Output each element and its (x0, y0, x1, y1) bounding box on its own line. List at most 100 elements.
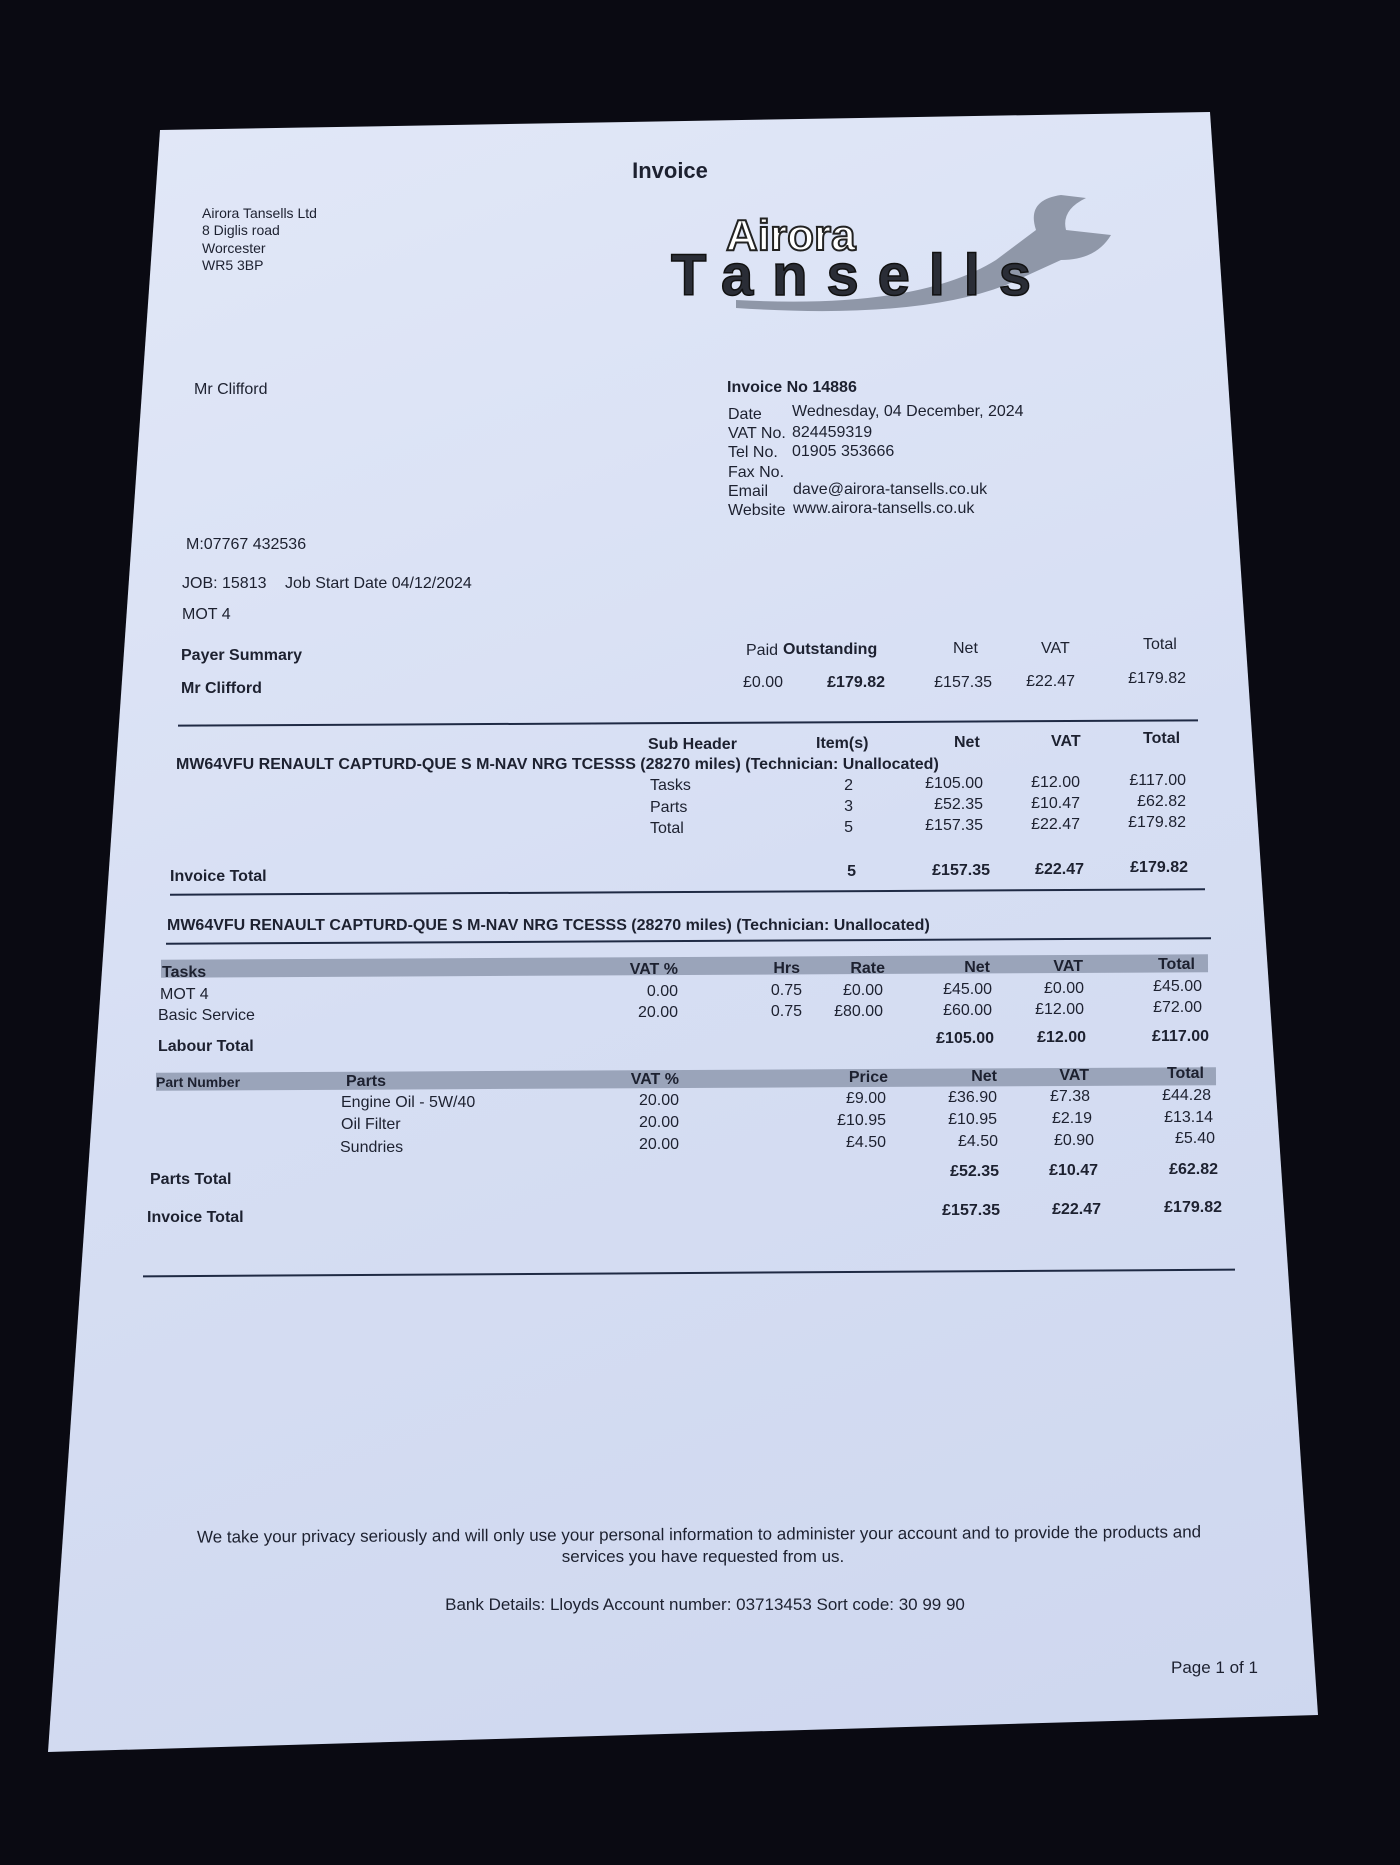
cell: 20.00 (638, 1114, 679, 1131)
cell: 0.75 (770, 982, 802, 999)
col-header: Rate (850, 960, 885, 977)
customer-name: Mr Clifford (194, 381, 268, 398)
cell: £22.47 (1035, 861, 1084, 878)
row-label: Total (650, 820, 684, 837)
cell: £45.00 (1153, 978, 1202, 995)
detail-label: Website (728, 502, 786, 519)
detail-value: Wednesday, 04 December, 2024 (792, 403, 1024, 420)
col-header: VAT % (630, 1071, 679, 1088)
payer-name: Mr Clifford (181, 680, 262, 697)
total-value: £179.82 (1128, 670, 1186, 687)
cell: £22.47 (1031, 816, 1080, 833)
cell: £10.95 (948, 1111, 997, 1128)
cell: £2.19 (1051, 1110, 1092, 1127)
document-title: Invoice (632, 158, 708, 183)
cell: £157.35 (925, 817, 983, 834)
cell: 5 (844, 819, 853, 836)
customer-mobile: M:07767 432536 (186, 536, 307, 553)
row-label: Labour Total (158, 1038, 254, 1055)
col-header: Tasks (162, 964, 207, 981)
address-line: WR5 3BP (202, 257, 264, 273)
col-header: Net (953, 640, 978, 657)
cell: 20.00 (638, 1136, 679, 1153)
cell: £105.00 (936, 1030, 994, 1047)
cell: £4.50 (845, 1134, 886, 1151)
address-line: Airora Tansells Ltd (202, 205, 317, 221)
detail-value: dave@airora-tansells.co.uk (793, 481, 988, 498)
bank-details: Bank Details: Lloyds Account number: 037… (445, 1595, 965, 1614)
cell: £22.47 (1052, 1201, 1101, 1218)
col-header: VAT (1053, 958, 1083, 975)
col-header: Net (964, 959, 990, 976)
cell: £12.00 (1031, 774, 1080, 791)
job-number: JOB: 15813 (182, 575, 267, 592)
cell: £10.47 (1049, 1162, 1098, 1179)
col-header: VAT (1041, 640, 1070, 657)
detail-label: Email (728, 483, 769, 500)
cell: £0.00 (842, 982, 883, 999)
cell: £7.38 (1049, 1088, 1090, 1105)
col-header: Total (1166, 1065, 1204, 1082)
col-header: Net (954, 734, 980, 751)
col-header: Total (1143, 730, 1181, 747)
row-label: Parts (650, 799, 688, 816)
detail-label: VAT No. (728, 425, 786, 442)
col-header: Sub Header (648, 736, 737, 753)
job-start-date: Job Start Date 04/12/2024 (285, 575, 472, 592)
col-header: VAT % (629, 961, 678, 978)
row-label: Invoice Total (170, 868, 267, 885)
detail-label: Fax No. (728, 464, 785, 481)
svg-text:Airora: Airora (726, 211, 856, 260)
cell: Basic Service (158, 1007, 255, 1024)
cell: £179.82 (1130, 859, 1188, 876)
cell: £52.35 (934, 796, 983, 813)
net-value: £157.35 (934, 674, 992, 691)
col-header: Price (848, 1069, 888, 1086)
cell: Sundries (340, 1139, 404, 1156)
cell: £60.00 (943, 1002, 992, 1019)
row-label: Tasks (650, 777, 691, 794)
col-header: Item(s) (816, 735, 869, 752)
cell: 0.75 (770, 1003, 802, 1020)
cell: Oil Filter (341, 1116, 401, 1133)
address-line: 8 Diglis road (202, 222, 280, 238)
cell: £10.95 (837, 1112, 886, 1129)
cell: £117.00 (1129, 772, 1186, 789)
cell: £10.47 (1031, 795, 1080, 812)
vat-value: £22.47 (1026, 673, 1075, 690)
cell: £117.00 (1152, 1028, 1209, 1045)
cell: £12.00 (1035, 1001, 1084, 1018)
privacy-notice-cont: services you have requested from us. (561, 1547, 845, 1566)
payer-summary-heading: Payer Summary (181, 647, 302, 664)
cell: 20.00 (637, 1004, 678, 1021)
job-description: MOT 4 (182, 606, 231, 623)
col-header: VAT (1051, 733, 1081, 750)
row-label: Parts Total (150, 1171, 232, 1188)
detail-value: 01905 353666 (792, 443, 895, 460)
detail-value: 824459319 (792, 424, 873, 441)
cell: £72.00 (1153, 999, 1202, 1016)
cell: £0.90 (1053, 1132, 1094, 1149)
cell: 0.00 (646, 983, 678, 1000)
vehicle-line: MW64VFU RENAULT CAPTURD-QUE S M-NAV NRG … (176, 756, 939, 773)
col-header: Outstanding (783, 641, 878, 658)
col-header: Net (971, 1068, 997, 1085)
detail-value: www.airora-tansells.co.uk (793, 500, 975, 517)
cell: 5 (847, 863, 856, 880)
cell: MOT 4 (160, 986, 209, 1003)
cell: £179.82 (1164, 1199, 1222, 1216)
cell: £45.00 (943, 981, 992, 998)
cell: £36.90 (948, 1089, 997, 1106)
cell: £4.50 (957, 1133, 998, 1150)
col-header: Part Number (156, 1074, 241, 1090)
cell: 3 (844, 798, 853, 815)
cell: £9.00 (845, 1090, 886, 1107)
row-label: Invoice Total (147, 1209, 244, 1226)
outstanding-value: £179.82 (827, 674, 885, 691)
cell: £13.14 (1164, 1109, 1213, 1126)
cell: £179.82 (1128, 814, 1186, 831)
col-header: Paid (746, 642, 779, 659)
col-header: Hrs (773, 960, 800, 977)
cell: £52.35 (950, 1163, 999, 1180)
